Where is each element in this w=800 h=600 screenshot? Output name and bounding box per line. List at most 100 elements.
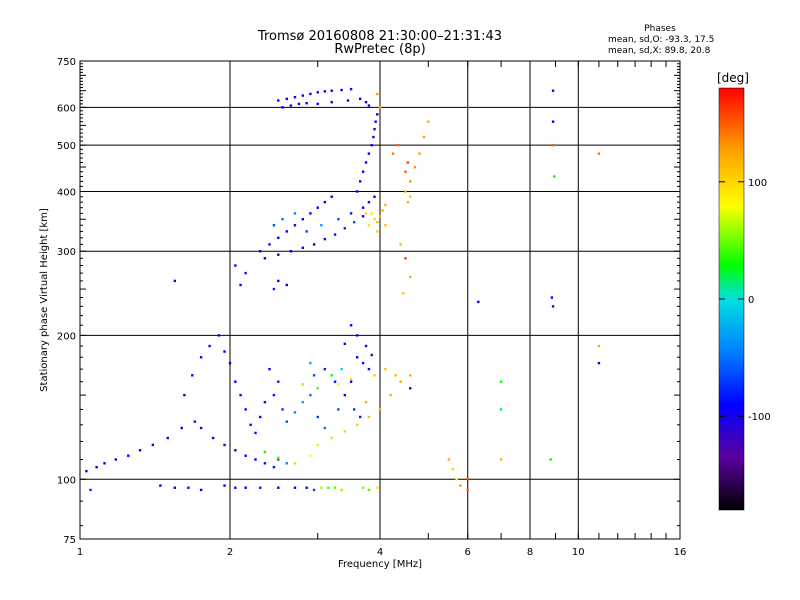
data-point xyxy=(272,465,276,469)
chart-title: Tromsø 20160808 21:30:00–21:31:43 xyxy=(257,29,502,44)
data-point xyxy=(254,431,257,435)
data-point xyxy=(499,458,503,461)
data-point xyxy=(349,380,353,383)
data-point xyxy=(301,383,305,386)
colorbar-label: [deg] xyxy=(717,71,749,85)
data-point xyxy=(263,400,267,404)
data-point xyxy=(293,486,297,489)
data-point xyxy=(364,161,368,164)
data-point xyxy=(180,426,183,430)
data-point xyxy=(367,415,371,419)
data-point xyxy=(343,393,347,397)
data-point xyxy=(367,224,371,227)
data-point xyxy=(396,143,400,147)
data-point xyxy=(499,380,503,383)
data-point xyxy=(358,180,362,183)
data-point xyxy=(370,353,373,357)
data-point xyxy=(551,143,555,147)
data-point xyxy=(244,408,247,411)
data-point xyxy=(349,87,353,91)
data-point xyxy=(372,135,375,139)
data-point xyxy=(297,102,301,106)
y-tick-label: 400 xyxy=(57,187,76,198)
data-point xyxy=(272,224,276,227)
data-point xyxy=(249,423,252,427)
colorbar-tick-label: 0 xyxy=(748,295,754,306)
data-point xyxy=(234,486,237,489)
data-point xyxy=(173,486,177,489)
scatter-points xyxy=(85,87,601,492)
data-point xyxy=(367,200,371,204)
data-point xyxy=(223,350,226,353)
data-point xyxy=(159,484,162,487)
data-point xyxy=(373,127,376,131)
data-point xyxy=(259,250,262,253)
data-point xyxy=(455,478,458,481)
data-point xyxy=(323,90,327,93)
data-point xyxy=(305,102,308,105)
data-point xyxy=(466,488,469,492)
data-point xyxy=(384,224,387,227)
data-point xyxy=(293,212,297,215)
data-point xyxy=(394,374,397,377)
data-point xyxy=(244,454,247,457)
data-point xyxy=(367,152,371,155)
data-point xyxy=(367,104,371,107)
data-point xyxy=(211,436,215,440)
data-point xyxy=(406,200,410,204)
colorbar-ticks: 100 0 -100 xyxy=(719,178,771,423)
data-point xyxy=(349,212,353,215)
data-point xyxy=(378,408,382,411)
data-point xyxy=(337,383,340,386)
data-point xyxy=(89,488,92,492)
data-point xyxy=(333,380,337,383)
data-point xyxy=(277,456,280,459)
data-point xyxy=(550,296,554,299)
x-tick-label: 6 xyxy=(465,547,471,558)
plot-grid xyxy=(80,61,680,539)
data-point xyxy=(234,449,237,452)
data-point xyxy=(312,374,316,377)
data-point xyxy=(208,344,211,348)
data-point xyxy=(361,170,365,173)
data-point xyxy=(343,342,347,346)
data-point xyxy=(320,224,323,227)
data-point xyxy=(285,283,288,287)
data-point xyxy=(254,458,257,461)
data-point xyxy=(293,411,297,414)
data-point xyxy=(293,95,297,99)
data-point xyxy=(293,462,297,465)
data-point xyxy=(320,486,323,489)
data-point xyxy=(333,233,337,236)
data-point xyxy=(301,94,305,97)
data-point xyxy=(285,420,288,423)
data-point xyxy=(301,218,305,221)
data-point xyxy=(330,100,333,104)
data-point xyxy=(239,393,242,397)
data-point xyxy=(376,221,379,224)
data-point xyxy=(305,486,308,489)
data-point xyxy=(193,420,197,423)
data-point xyxy=(272,287,276,291)
data-point xyxy=(272,393,276,397)
data-point xyxy=(389,393,392,397)
data-point xyxy=(551,89,555,92)
data-point xyxy=(263,450,267,454)
x-axis-label: Frequency [MHz] xyxy=(338,559,422,570)
data-point xyxy=(597,361,601,365)
data-point xyxy=(337,408,340,411)
data-point xyxy=(316,91,319,94)
data-point xyxy=(349,377,353,381)
data-point xyxy=(312,488,316,492)
data-point xyxy=(355,334,359,337)
data-point xyxy=(466,478,469,481)
data-point xyxy=(309,361,312,365)
data-point xyxy=(427,120,430,123)
data-point xyxy=(301,400,305,404)
data-point xyxy=(223,484,226,487)
axis-ticks xyxy=(79,61,681,539)
phases-o-line: mean, sd,O: -93.3, 17.5 xyxy=(608,35,714,45)
data-point xyxy=(277,380,280,383)
data-point xyxy=(361,486,365,489)
y-tick-label: 200 xyxy=(57,331,76,342)
